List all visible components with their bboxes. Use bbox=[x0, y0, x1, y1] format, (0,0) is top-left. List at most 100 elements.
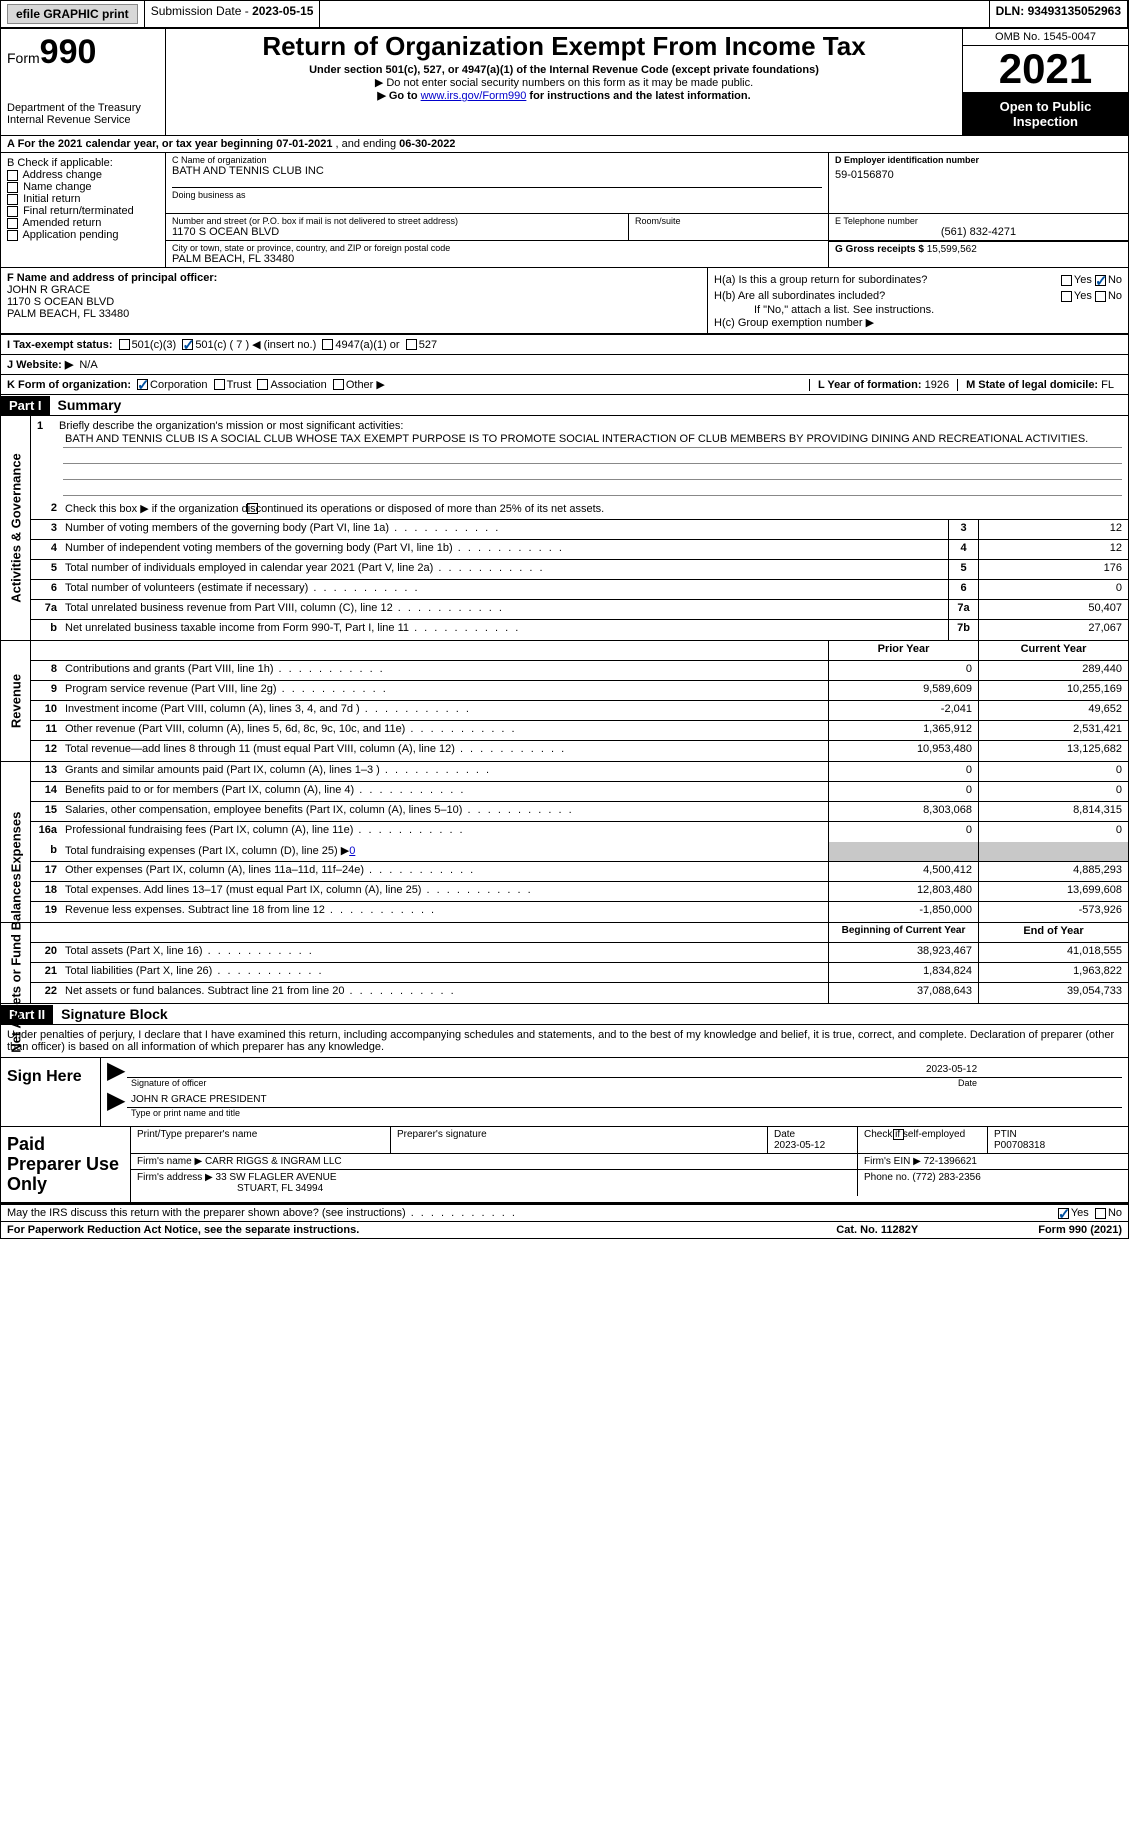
row-i-label: I Tax-exempt status: bbox=[7, 339, 113, 351]
form-header: Form990 Department of the Treasury Inter… bbox=[1, 29, 1128, 136]
check-501c3[interactable] bbox=[119, 339, 130, 350]
check-4947[interactable] bbox=[322, 339, 333, 350]
ptin-label: PTIN bbox=[994, 1129, 1122, 1140]
row-i-tax-status: I Tax-exempt status: 501(c)(3) 501(c) ( … bbox=[1, 334, 1128, 355]
check-527[interactable] bbox=[406, 339, 417, 350]
tel-label: E Telephone number bbox=[835, 216, 1122, 226]
revenue-section: Revenue Prior YearCurrent Year 8Contribu… bbox=[1, 641, 1128, 762]
row-15: 15Salaries, other compensation, employee… bbox=[31, 802, 1128, 822]
prep-date-label: Date bbox=[774, 1129, 851, 1140]
ssn-warning: ▶ Do not enter social security numbers o… bbox=[172, 76, 956, 89]
arrow-icon: ▶ bbox=[107, 1064, 127, 1078]
irs-link[interactable]: www.irs.gov/Form990 bbox=[421, 90, 527, 102]
perjury-declaration: Under penalties of perjury, I declare th… bbox=[1, 1025, 1128, 1057]
tax-year-begin: 07-01-2021 bbox=[276, 138, 332, 150]
row-a-label: A For the 2021 calendar year, or tax yea… bbox=[7, 138, 276, 150]
open-inspection: Open to Public Inspection bbox=[963, 93, 1128, 135]
row-a-tax-year: A For the 2021 calendar year, or tax yea… bbox=[1, 136, 1128, 153]
h-b-note: If "No," attach a list. See instructions… bbox=[714, 304, 1122, 316]
firm-name: CARR RIGGS & INGRAM LLC bbox=[205, 1156, 342, 1167]
check-assoc[interactable] bbox=[257, 379, 268, 390]
page-footer: For Paperwork Reduction Act Notice, see … bbox=[1, 1221, 1128, 1238]
self-emp-label: Check if self-employed bbox=[864, 1129, 965, 1140]
officer-name-title: JOHN R GRACE PRESIDENT bbox=[127, 1092, 1122, 1108]
discuss-no-label: No bbox=[1108, 1207, 1122, 1219]
col-b-label: B Check if applicable: bbox=[7, 157, 159, 169]
hdr-end-year: End of Year bbox=[978, 923, 1128, 942]
check-other[interactable] bbox=[333, 379, 344, 390]
prep-sig-label: Preparer's signature bbox=[397, 1129, 761, 1140]
discuss-yes[interactable] bbox=[1058, 1208, 1069, 1219]
part-1-title: Summary bbox=[50, 395, 130, 415]
sign-here-block: Sign Here ▶ 2023-05-12 Signature of offi… bbox=[1, 1057, 1128, 1127]
summary-row-4: 4Number of independent voting members of… bbox=[31, 540, 1128, 560]
part-2-title: Signature Block bbox=[53, 1004, 176, 1024]
check-discontinued[interactable] bbox=[247, 503, 258, 514]
vlabel-governance: Activities & Governance bbox=[8, 453, 23, 603]
row-18: 18Total expenses. Add lines 13–17 (must … bbox=[31, 882, 1128, 902]
dln-value: 93493135052963 bbox=[1028, 4, 1121, 18]
firm-ein: 72-1396621 bbox=[924, 1156, 977, 1167]
yes-label: Yes bbox=[1074, 274, 1092, 286]
check-initial[interactable] bbox=[7, 194, 18, 205]
net-assets-section: Net Assets or Fund Balances Beginning of… bbox=[1, 923, 1128, 1004]
gross-receipts: 15,599,562 bbox=[927, 244, 977, 255]
opt-corp: Corporation bbox=[150, 379, 207, 391]
row-16a: 16aProfessional fundraising fees (Part I… bbox=[31, 822, 1128, 842]
check-trust[interactable] bbox=[214, 379, 225, 390]
hb-yes[interactable] bbox=[1061, 291, 1072, 302]
line-2-text: Check this box ▶ if the organization dis… bbox=[65, 503, 604, 515]
check-pending[interactable] bbox=[7, 230, 18, 241]
check-amended[interactable] bbox=[7, 218, 18, 229]
street-address: 1170 S OCEAN BLVD bbox=[172, 226, 622, 238]
footer-form: Form 990 (2021) bbox=[1038, 1224, 1122, 1236]
sign-here-label: Sign Here bbox=[1, 1058, 101, 1126]
discuss-with-preparer: May the IRS discuss this return with the… bbox=[1, 1204, 1128, 1221]
website-value: N/A bbox=[79, 359, 97, 371]
row-j-website: J Website: ▶ N/A bbox=[1, 355, 1128, 375]
state-domicile: FL bbox=[1101, 379, 1114, 391]
activities-governance-section: Activities & Governance 1Briefly describ… bbox=[1, 416, 1128, 641]
row-19: 19Revenue less expenses. Subtract line 1… bbox=[31, 902, 1128, 922]
goto-post: for instructions and the latest informat… bbox=[526, 90, 750, 102]
discuss-question: May the IRS discuss this return with the… bbox=[7, 1207, 1058, 1219]
discuss-yes-label: Yes bbox=[1071, 1207, 1089, 1219]
officer-name: JOHN R GRACE bbox=[7, 284, 90, 296]
part-1-badge: Part I bbox=[1, 396, 50, 415]
omb-number: OMB No. 1545-0047 bbox=[963, 29, 1128, 46]
tax-year-end: 06-30-2022 bbox=[399, 138, 455, 150]
ha-yes[interactable] bbox=[1061, 275, 1072, 286]
city-label: City or town, state or province, country… bbox=[172, 243, 822, 253]
check-501c[interactable] bbox=[182, 339, 193, 350]
opt-527: 527 bbox=[419, 339, 437, 351]
hdr-begin-year: Beginning of Current Year bbox=[828, 923, 978, 942]
row-13: 13Grants and similar amounts paid (Part … bbox=[31, 762, 1128, 782]
check-self-employed[interactable] bbox=[893, 1129, 904, 1140]
check-final[interactable] bbox=[7, 206, 18, 217]
discuss-no[interactable] bbox=[1095, 1208, 1106, 1219]
check-name-change[interactable] bbox=[7, 182, 18, 193]
city-state-zip: PALM BEACH, FL 33480 bbox=[172, 253, 822, 265]
efile-print-button[interactable]: efile GRAPHIC print bbox=[7, 4, 138, 24]
suite-label: Room/suite bbox=[635, 216, 722, 226]
opt-pending: Application pending bbox=[22, 229, 118, 241]
submission-date: 2023-05-15 bbox=[252, 4, 313, 18]
opt-4947: 4947(a)(1) or bbox=[335, 339, 399, 351]
addr-label: Number and street (or P.O. box if mail i… bbox=[172, 216, 622, 226]
line-1-label: Briefly describe the organization's miss… bbox=[59, 420, 403, 432]
summary-row-7b: bNet unrelated business taxable income f… bbox=[31, 620, 1128, 640]
part-2-header: Part II Signature Block bbox=[1, 1004, 1128, 1025]
dba-label: Doing business as bbox=[172, 187, 822, 200]
form-subtitle: Under section 501(c), 527, or 4947(a)(1)… bbox=[172, 64, 956, 76]
line-2: Check this box ▶ if the organization dis… bbox=[61, 500, 1128, 519]
ptin-value: P00708318 bbox=[994, 1140, 1122, 1151]
sig-date-value: 2023-05-12 bbox=[922, 1062, 1122, 1078]
opt-assoc: Association bbox=[270, 379, 326, 391]
check-corp[interactable] bbox=[137, 379, 148, 390]
ha-no[interactable] bbox=[1095, 275, 1106, 286]
hb-no[interactable] bbox=[1095, 291, 1106, 302]
h-c-label: H(c) Group exemption number ▶ bbox=[714, 316, 1122, 329]
line-16b-label: Total fundraising expenses (Part IX, col… bbox=[65, 845, 349, 857]
check-address-change[interactable] bbox=[7, 170, 18, 181]
firm-addr1: 33 SW FLAGLER AVENUE bbox=[216, 1172, 337, 1183]
